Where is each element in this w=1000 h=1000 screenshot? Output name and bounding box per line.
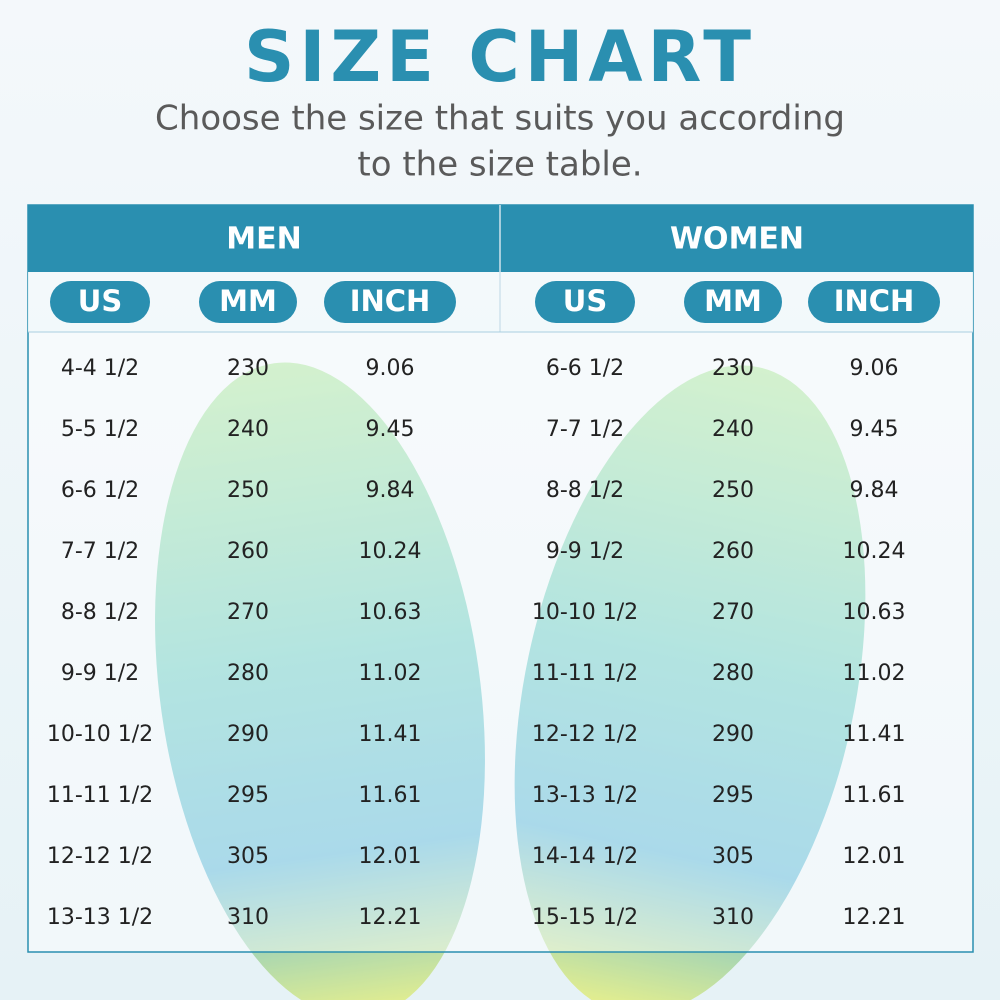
- cell: 305: [712, 844, 754, 869]
- cell: 6-6 1/2: [61, 478, 139, 503]
- column-header: MM: [219, 284, 277, 318]
- cell: 295: [712, 783, 754, 808]
- cell: 250: [712, 478, 754, 503]
- cell: 295: [227, 783, 269, 808]
- cell: 10.63: [359, 600, 422, 625]
- column-header: INCH: [834, 284, 915, 318]
- cell: 11.41: [359, 722, 422, 747]
- cell: 9.84: [850, 478, 899, 503]
- cell: 9.84: [366, 478, 415, 503]
- group-name: WOMEN: [670, 222, 804, 257]
- subtitle: Choose the size that suits you according: [155, 99, 845, 139]
- cell: 12.21: [843, 905, 906, 930]
- cell: 9.06: [850, 356, 899, 381]
- cell: 10-10 1/2: [532, 600, 638, 625]
- cell: 10.24: [843, 539, 906, 564]
- column-pill: [199, 281, 297, 323]
- group-name: MEN: [226, 222, 301, 257]
- cell: 12-12 1/2: [532, 722, 638, 747]
- cell: 4-4 1/2: [61, 356, 139, 381]
- cell: 12.21: [359, 905, 422, 930]
- cell: 11.61: [843, 783, 906, 808]
- column-pill: [684, 281, 782, 323]
- cell: 10.24: [359, 539, 422, 564]
- cell: 11-11 1/2: [47, 783, 153, 808]
- cell: 8-8 1/2: [546, 478, 624, 503]
- cell: 305: [227, 844, 269, 869]
- column-pill: [535, 281, 635, 323]
- column-pill: [324, 281, 456, 323]
- cell: 260: [712, 539, 754, 564]
- cell: 290: [227, 722, 269, 747]
- cell: 10.63: [843, 600, 906, 625]
- cell: 11.02: [359, 661, 422, 686]
- cell: 10-10 1/2: [47, 722, 153, 747]
- cell: 280: [227, 661, 269, 686]
- cell: 290: [712, 722, 754, 747]
- subtitle: to the size table.: [357, 145, 642, 185]
- cell: 240: [712, 417, 754, 442]
- cell: 8-8 1/2: [61, 600, 139, 625]
- cell: 310: [227, 905, 269, 930]
- column-header: US: [563, 284, 607, 318]
- cell: 7-7 1/2: [546, 417, 624, 442]
- cell: 280: [712, 661, 754, 686]
- cell: 6-6 1/2: [546, 356, 624, 381]
- cell: 12.01: [843, 844, 906, 869]
- column-header: INCH: [350, 284, 431, 318]
- cell: 11.61: [359, 783, 422, 808]
- cell: 230: [712, 356, 754, 381]
- cell: 11.41: [843, 722, 906, 747]
- insole-right: [514, 365, 866, 1000]
- cell: 14-14 1/2: [532, 844, 638, 869]
- cell: 9.45: [850, 417, 899, 442]
- cell: 230: [227, 356, 269, 381]
- cell: 13-13 1/2: [532, 783, 638, 808]
- cell: 240: [227, 417, 269, 442]
- cell: 5-5 1/2: [61, 417, 139, 442]
- title: SIZE CHART: [244, 16, 756, 98]
- cell: 260: [227, 539, 269, 564]
- cell: 13-13 1/2: [47, 905, 153, 930]
- cell: 15-15 1/2: [532, 905, 638, 930]
- cell: 12.01: [359, 844, 422, 869]
- cell: 270: [712, 600, 754, 625]
- cell: 270: [227, 600, 269, 625]
- cell: 9-9 1/2: [61, 661, 139, 686]
- column-pill: [808, 281, 940, 323]
- cell: 250: [227, 478, 269, 503]
- cell: 9-9 1/2: [546, 539, 624, 564]
- column-pill: [50, 281, 150, 323]
- cell: 7-7 1/2: [61, 539, 139, 564]
- cell: 9.06: [366, 356, 415, 381]
- insoles: [155, 362, 866, 1000]
- column-header: US: [78, 284, 122, 318]
- column-header: MM: [704, 284, 762, 318]
- cell: 9.45: [366, 417, 415, 442]
- cell: 310: [712, 905, 754, 930]
- cell: 11.02: [843, 661, 906, 686]
- cell: 11-11 1/2: [532, 661, 638, 686]
- cell: 12-12 1/2: [47, 844, 153, 869]
- insole-left: [155, 362, 485, 1000]
